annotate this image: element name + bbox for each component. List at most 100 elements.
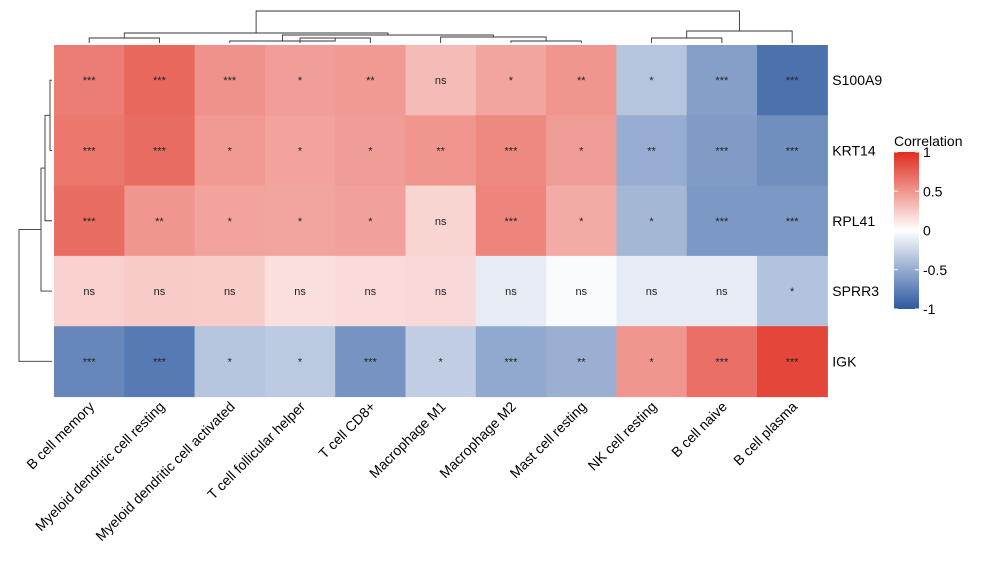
heatmap-cell	[616, 115, 688, 187]
dendrogram-branch	[18, 229, 52, 362]
heatmap-cell	[616, 326, 688, 398]
significance-label: ns	[365, 286, 377, 298]
significance-label: *	[579, 145, 584, 157]
heatmap-cell	[264, 185, 336, 257]
significance-label: ns	[435, 286, 447, 298]
dendrogram-branch	[49, 79, 52, 151]
significance-label: ***	[83, 145, 97, 157]
significance-label: ***	[505, 356, 519, 368]
heatmap-cell	[264, 326, 336, 398]
significance-label: *	[228, 145, 233, 157]
heatmap-cell	[264, 45, 336, 116]
heatmap-cell	[686, 326, 758, 398]
heatmap-cell	[616, 185, 688, 257]
dendrogram-branch	[510, 40, 582, 43]
heatmap-cell	[686, 255, 758, 327]
legend-tick-label: 0	[923, 223, 931, 239]
significance-label: **	[577, 75, 586, 87]
heatmap-cell	[546, 185, 617, 257]
significance-label: *	[368, 216, 373, 228]
heatmap-cell	[546, 115, 617, 187]
significance-label: *	[298, 145, 303, 157]
heatmap-cell	[475, 185, 547, 257]
row-label: IGK	[832, 353, 857, 369]
significance-label: ***	[715, 216, 729, 228]
row-label: KRT14	[832, 142, 876, 158]
heatmap-cell	[686, 115, 758, 187]
significance-label: ***	[83, 216, 97, 228]
significance-label: ***	[223, 75, 237, 87]
heatmap-cell	[194, 255, 266, 327]
significance-label: **	[436, 145, 445, 157]
significance-label: *	[649, 216, 654, 228]
column-label: B cell memory	[23, 398, 97, 472]
significance-label: ***	[715, 145, 729, 157]
heatmap-cell	[405, 326, 477, 398]
column-label: Myeloid dendritic cell resting	[32, 398, 168, 534]
legend-ticks: 1 0.5 0 -0.5 -1	[894, 144, 947, 317]
significance-label: ***	[715, 75, 729, 87]
heatmap-cell	[124, 326, 196, 398]
significance-label: *	[298, 356, 303, 368]
significance-label: ns	[154, 286, 166, 298]
column-label: B cell naive	[668, 398, 730, 460]
heatmap-cell	[335, 45, 407, 116]
heatmap-cell	[335, 115, 407, 187]
significance-label: *	[509, 75, 514, 87]
significance-label: *	[298, 75, 303, 87]
significance-label: ***	[153, 356, 167, 368]
significance-label: ***	[786, 356, 800, 368]
significance-labels: *** *** *** * ** ns * ** * *** ****** *** * * * ** *** * *…	[83, 75, 800, 368]
heatmap-cell	[124, 45, 196, 116]
heatmap-cell	[405, 185, 477, 257]
heatmap-cell	[264, 115, 336, 187]
significance-label: ns	[435, 216, 447, 228]
legend-tick-label: -0.5	[923, 262, 947, 278]
significance-label: ***	[364, 356, 378, 368]
heatmap-cell	[546, 326, 617, 398]
dendrogram-branch	[255, 10, 740, 33]
heatmap-cell	[54, 45, 125, 116]
significance-label: ***	[505, 216, 519, 228]
dendrogram-branch	[88, 37, 160, 43]
heatmap-cell	[54, 326, 125, 398]
significance-label: ***	[83, 75, 97, 87]
heatmap-cell	[757, 115, 828, 187]
heatmap-cell	[124, 255, 196, 327]
column-label: B cell plasma	[730, 398, 800, 468]
heatmap-cell	[475, 115, 547, 187]
significance-label: *	[228, 356, 233, 368]
heatmap-cell	[194, 45, 266, 116]
significance-label: *	[649, 356, 654, 368]
significance-label: **	[577, 356, 586, 368]
significance-label: *	[649, 75, 654, 87]
significance-label: ***	[505, 145, 519, 157]
significance-label: *	[790, 286, 795, 298]
heatmap-cell	[264, 255, 336, 327]
heatmap-cell	[546, 255, 617, 327]
legend-color-bar	[894, 152, 919, 309]
significance-label: *	[298, 216, 303, 228]
heatmap-cell	[194, 326, 266, 398]
significance-label: ns	[716, 286, 728, 298]
heatmap-cell	[124, 115, 196, 187]
heatmap-cell	[616, 45, 688, 116]
significance-label: *	[228, 216, 233, 228]
column-label: T cell CD8+	[315, 398, 378, 461]
heatmap-cell	[757, 255, 828, 327]
significance-label: ns	[646, 286, 658, 298]
heatmap-cell	[475, 326, 547, 398]
column-label: Myeloid dendritic cell activated	[92, 398, 238, 544]
heatmap-cell	[335, 185, 407, 257]
significance-label: *	[579, 216, 584, 228]
heatmap-cell	[475, 45, 547, 116]
significance-label: **	[155, 216, 164, 228]
heatmap-cell	[405, 45, 477, 116]
significance-label: *	[368, 145, 373, 157]
column-label: Mast cell resting	[507, 398, 590, 481]
heatmap-cell	[686, 185, 758, 257]
significance-label: ***	[153, 145, 167, 157]
heatmap-cell	[335, 326, 407, 398]
